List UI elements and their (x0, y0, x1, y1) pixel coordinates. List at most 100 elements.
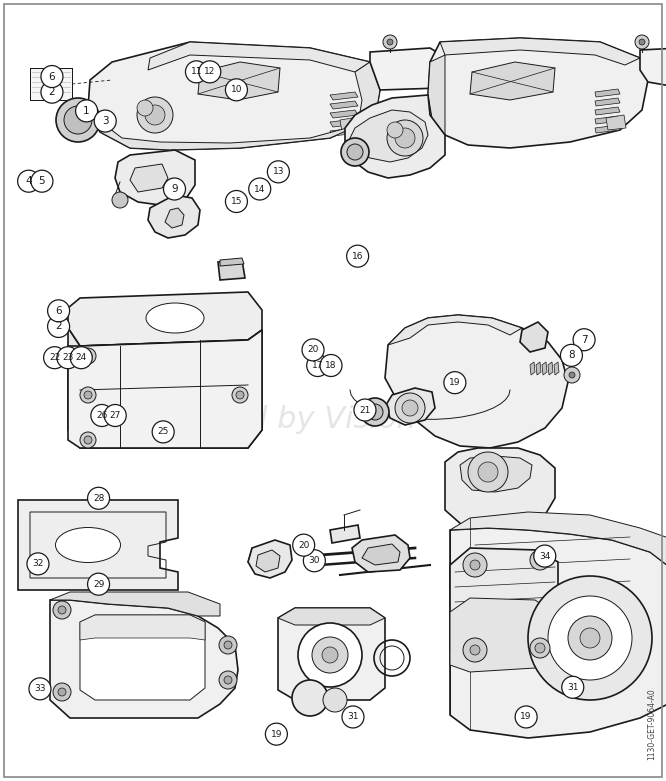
Circle shape (367, 404, 383, 420)
Text: 19: 19 (270, 729, 282, 739)
Circle shape (53, 601, 71, 619)
Polygon shape (18, 500, 178, 590)
Circle shape (470, 645, 480, 655)
Circle shape (163, 178, 186, 200)
Circle shape (635, 35, 649, 49)
Polygon shape (44, 75, 58, 88)
Polygon shape (256, 550, 280, 572)
Circle shape (468, 452, 508, 492)
Text: Powered by Vision Spares: Powered by Vision Spares (136, 405, 530, 434)
Text: 33: 33 (34, 684, 46, 694)
Circle shape (232, 387, 248, 403)
Circle shape (225, 191, 248, 212)
Polygon shape (50, 592, 220, 616)
Text: 1: 1 (83, 106, 90, 116)
Text: 20: 20 (307, 345, 319, 355)
Polygon shape (220, 258, 244, 266)
Ellipse shape (146, 303, 204, 333)
Text: 16: 16 (352, 251, 364, 261)
Polygon shape (330, 92, 358, 100)
Polygon shape (362, 544, 400, 565)
Circle shape (64, 106, 92, 134)
Polygon shape (450, 528, 666, 738)
Circle shape (303, 550, 326, 572)
Circle shape (58, 606, 66, 614)
Polygon shape (450, 598, 550, 672)
Polygon shape (80, 615, 205, 640)
Circle shape (548, 596, 632, 680)
Polygon shape (68, 328, 262, 448)
Polygon shape (470, 62, 555, 100)
Circle shape (84, 352, 92, 360)
Polygon shape (530, 362, 535, 375)
Polygon shape (88, 62, 380, 150)
Circle shape (530, 550, 550, 570)
Text: 7: 7 (581, 335, 587, 344)
Polygon shape (640, 48, 666, 88)
Circle shape (41, 66, 63, 87)
Circle shape (80, 387, 96, 403)
Circle shape (84, 391, 92, 399)
Ellipse shape (55, 527, 121, 562)
Text: 31: 31 (567, 683, 579, 692)
Polygon shape (278, 608, 385, 700)
Polygon shape (440, 38, 640, 65)
Circle shape (346, 245, 369, 267)
Polygon shape (330, 101, 358, 109)
Text: 20: 20 (298, 540, 310, 550)
Text: 9: 9 (171, 184, 178, 194)
Polygon shape (450, 548, 558, 660)
Circle shape (145, 105, 165, 125)
Text: 32: 32 (32, 559, 44, 569)
Circle shape (530, 638, 550, 658)
Text: 2: 2 (55, 322, 62, 331)
Polygon shape (542, 362, 547, 375)
Circle shape (87, 573, 110, 595)
Circle shape (57, 347, 79, 369)
Polygon shape (248, 540, 292, 578)
Circle shape (561, 676, 584, 698)
Circle shape (564, 367, 580, 383)
Circle shape (292, 680, 328, 716)
Polygon shape (428, 55, 445, 135)
Circle shape (58, 688, 66, 696)
Circle shape (198, 61, 221, 83)
Polygon shape (536, 362, 541, 375)
Text: 24: 24 (76, 353, 87, 362)
Polygon shape (595, 89, 620, 97)
Circle shape (478, 462, 498, 482)
Circle shape (320, 355, 342, 376)
Circle shape (17, 170, 40, 192)
Circle shape (84, 436, 92, 444)
Polygon shape (278, 608, 385, 625)
Circle shape (75, 100, 98, 122)
Circle shape (41, 81, 63, 103)
Circle shape (395, 128, 415, 148)
Circle shape (383, 35, 397, 49)
Circle shape (298, 623, 362, 687)
Polygon shape (340, 117, 360, 132)
Text: 28: 28 (93, 494, 105, 503)
Circle shape (361, 398, 389, 426)
Polygon shape (386, 388, 435, 425)
Polygon shape (595, 98, 620, 106)
Polygon shape (330, 525, 360, 543)
Polygon shape (554, 362, 559, 375)
Polygon shape (345, 95, 445, 178)
Text: 14: 14 (254, 184, 266, 194)
Text: 25: 25 (157, 427, 169, 437)
Circle shape (219, 671, 237, 689)
Circle shape (43, 347, 66, 369)
Circle shape (47, 316, 70, 337)
Polygon shape (198, 62, 280, 100)
Circle shape (94, 110, 117, 132)
Circle shape (580, 628, 600, 648)
Circle shape (569, 372, 575, 378)
Text: 22: 22 (49, 353, 60, 362)
Text: 19: 19 (520, 712, 532, 722)
Text: 17: 17 (312, 361, 324, 370)
Polygon shape (352, 535, 410, 572)
Text: 3: 3 (102, 116, 109, 126)
Polygon shape (595, 107, 620, 115)
Circle shape (80, 348, 96, 364)
